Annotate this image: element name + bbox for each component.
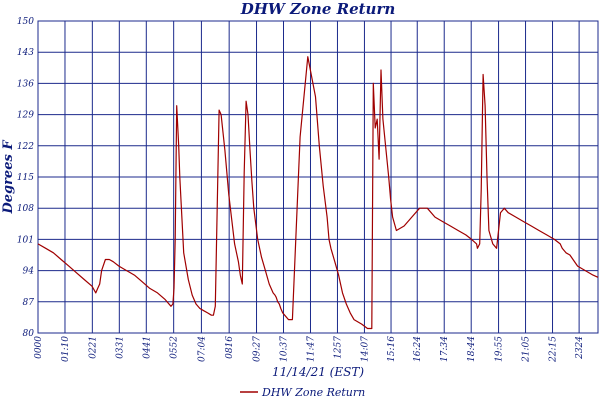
series-line [37, 56, 599, 330]
x-tick-label: 16:24 [413, 336, 423, 362]
y-tick-label: 94 [23, 267, 35, 277]
y-tick-label: 122 [17, 142, 34, 152]
x-tick-label: 0816 [225, 336, 235, 359]
x-axis-label: 11/14/21 (EST) [272, 365, 364, 379]
legend: DHW Zone Return [240, 386, 365, 399]
plot-frame [37, 20, 599, 334]
x-tick-label: 11:47 [306, 336, 316, 362]
y-tick-label: 80 [23, 329, 35, 339]
x-tick-label: 0552 [170, 336, 180, 359]
legend-label: DHW Zone Return [261, 386, 365, 399]
y-tick-label: 129 [17, 111, 34, 121]
x-tick-label: 21:05 [522, 336, 532, 363]
x-tick-label: 18:44 [467, 336, 477, 362]
x-tick-label: 0331 [115, 336, 125, 359]
y-tick-label: 101 [17, 235, 34, 245]
y-tick-label: 143 [17, 48, 34, 58]
x-tick-label: 14:07 [360, 336, 370, 362]
y-axis-label: Degrees F [1, 140, 16, 215]
y-tick-label: 150 [17, 17, 34, 27]
chart-title: DHW Zone Return [240, 0, 396, 18]
y-tick-label: 115 [17, 173, 34, 183]
x-tick-label: 19:55 [495, 336, 505, 362]
x-tick-label: 0441 [142, 336, 152, 359]
x-tick-label: 1257 [333, 336, 343, 359]
y-tick-label: 87 [23, 298, 35, 308]
x-tick-label: 01:10 [61, 336, 71, 362]
series-layer [37, 56, 599, 330]
x-tick-label: 15:16 [387, 336, 397, 362]
y-tick-label: 108 [17, 204, 34, 214]
x-tick-label: 0000 [34, 336, 44, 359]
x-tick-label: 10:37 [280, 336, 290, 362]
x-tick-label: 09:27 [253, 336, 263, 362]
x-tick-labels: 0000 01:10 0221 0331 0441 0552 07:04 0816 09:27 1… [34, 336, 585, 363]
y-tick-labels: 80 87 94 101 108 115 122 129 136 143 150 [17, 17, 34, 339]
grid [38, 21, 598, 333]
x-tick-label: 0221 [88, 336, 98, 359]
y-tick-label: 136 [17, 79, 34, 89]
x-tick-label: 07:04 [197, 336, 207, 362]
x-tick-label: 17:34 [440, 336, 450, 362]
x-tick-label: 22:15 [549, 336, 559, 363]
x-tick-label: 2324 [575, 336, 585, 360]
